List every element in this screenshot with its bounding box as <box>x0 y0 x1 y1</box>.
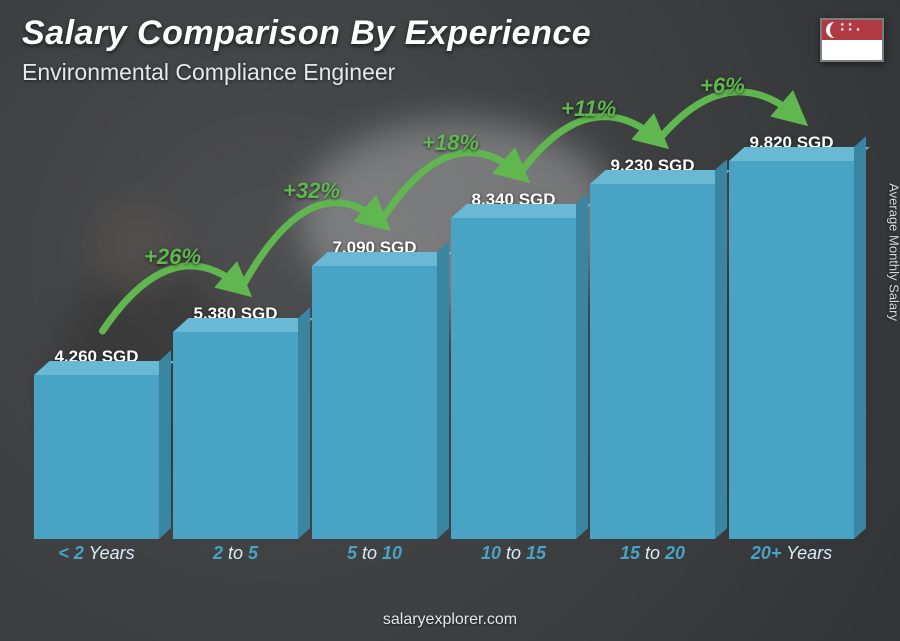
page-title: Salary Comparison By Experience <box>22 14 810 53</box>
bar-3d <box>173 332 298 539</box>
bar: 8,340 SGD <box>451 190 576 539</box>
x-axis-label: 10 to 15 <box>451 543 576 571</box>
bars-container: 4,260 SGD5,380 SGD7,090 SGD8,340 SGD9,23… <box>28 101 860 539</box>
salary-chart: 4,260 SGD5,380 SGD7,090 SGD8,340 SGD9,23… <box>28 101 860 571</box>
growth-arc-label: +26% <box>144 244 201 270</box>
page-subtitle: Environmental Compliance Engineer <box>22 59 810 86</box>
growth-arc-label: +18% <box>422 130 479 156</box>
infographic-stage: Salary Comparison By Experience Environm… <box>0 0 900 641</box>
x-axis-label: 20+ Years <box>729 543 854 571</box>
x-axis-label: < 2 Years <box>34 543 159 571</box>
bar-3d <box>312 266 437 539</box>
bar: 5,380 SGD <box>173 304 298 539</box>
bar: 4,260 SGD <box>34 347 159 539</box>
bar-3d <box>729 161 854 539</box>
x-axis-label: 5 to 10 <box>312 543 437 571</box>
bar-3d <box>34 375 159 539</box>
growth-arc-label: +32% <box>283 178 340 204</box>
growth-arc-label: +6% <box>700 73 745 99</box>
y-axis-label: Average Monthly Salary <box>887 183 900 321</box>
x-axis-label: 2 to 5 <box>173 543 298 571</box>
growth-arc-label: +11% <box>561 96 616 122</box>
footer-credit: salaryexplorer.com <box>0 611 900 629</box>
header: Salary Comparison By Experience Environm… <box>22 14 810 86</box>
bar-3d <box>451 218 576 539</box>
country-flag: ★ ★★ ★ ★ <box>820 18 884 62</box>
bar: 7,090 SGD <box>312 238 437 539</box>
bar: 9,230 SGD <box>590 156 715 539</box>
x-axis-label: 15 to 20 <box>590 543 715 571</box>
bar: 9,820 SGD <box>729 133 854 539</box>
bar-3d <box>590 184 715 539</box>
x-labels: < 2 Years 2 to 5 5 to 10 10 to 15 15 to 20 20… <box>28 543 860 571</box>
